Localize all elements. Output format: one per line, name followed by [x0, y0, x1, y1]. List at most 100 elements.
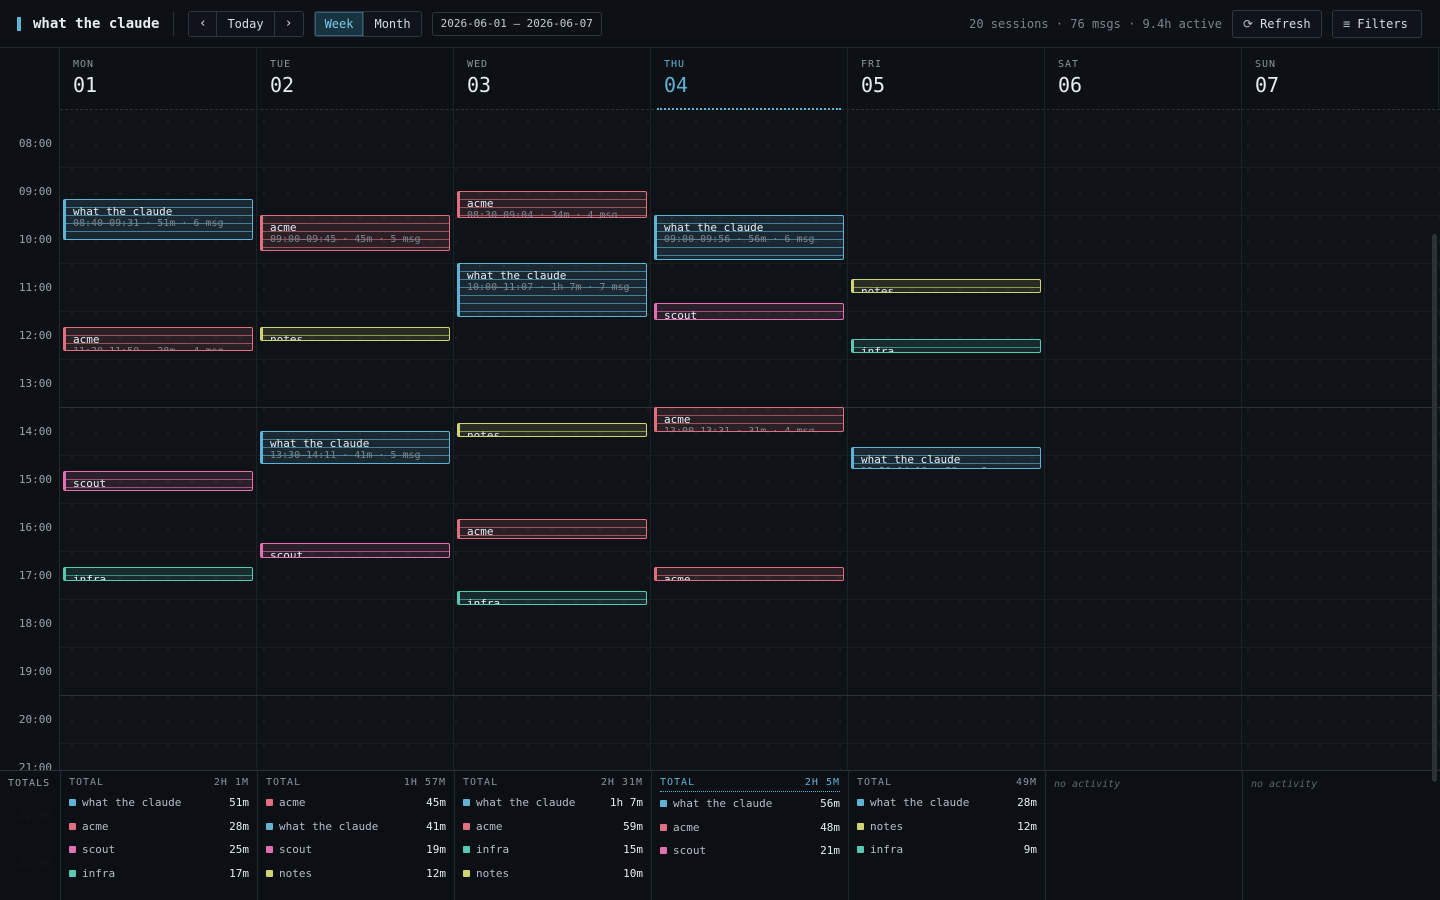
- total-label: TOTAL: [660, 777, 696, 788]
- session-event[interactable]: acme11:20–11:50 · 28m · 4 msg: [63, 327, 253, 351]
- session-event[interactable]: acme: [654, 567, 844, 581]
- total-row[interactable]: what the claude 51m: [69, 791, 249, 815]
- total-row[interactable]: notes 12m: [266, 862, 446, 886]
- project-name: acme: [266, 796, 306, 809]
- total-row[interactable]: infra 15m: [463, 838, 643, 862]
- refresh-button[interactable]: ⟳ Refresh: [1232, 10, 1322, 38]
- project-label: scout: [279, 843, 313, 857]
- project-color-swatch: [463, 869, 470, 877]
- session-event[interactable]: acme 13:00–13:31 · 31m · 4 msg: [654, 407, 844, 432]
- project-name: scout: [266, 843, 312, 856]
- project-duration: 19m: [426, 843, 446, 857]
- hour-label: 20:00: [18, 713, 52, 726]
- total-row[interactable]: infra 9m: [857, 838, 1037, 862]
- event-title: infra: [861, 345, 895, 353]
- session-event[interactable]: notes: [851, 279, 1041, 293]
- total-row[interactable]: notes 12m: [857, 815, 1037, 839]
- project-name: infra: [857, 843, 903, 856]
- total-row[interactable]: acme 28m: [69, 815, 249, 839]
- session-event[interactable]: notes: [457, 423, 647, 437]
- project-color-swatch: [463, 799, 470, 807]
- total-row[interactable]: what the claude 56m: [660, 792, 840, 816]
- date-range: 2026-06-01 – 2026-06-07: [431, 11, 602, 36]
- session-event[interactable]: scout: [654, 303, 844, 320]
- total-header: TOTAL 1H 57M: [266, 777, 446, 791]
- session-event[interactable]: scout: [260, 543, 450, 559]
- chevron-right-icon: ›: [284, 16, 293, 31]
- day-header-sun[interactable]: SUN 07: [1242, 48, 1439, 110]
- month-view-button[interactable]: Month: [364, 11, 421, 36]
- project-duration: 15m: [623, 843, 643, 857]
- day-header-fri[interactable]: FRI 05: [848, 48, 1045, 110]
- hour-line: [60, 599, 1440, 600]
- day-header-tue[interactable]: TUE 02: [257, 48, 454, 110]
- project-name: infra: [463, 843, 509, 856]
- total-row[interactable]: scout 25m: [69, 838, 249, 862]
- hour-line: [60, 647, 1440, 648]
- project-duration: 25m: [229, 843, 249, 857]
- column-divider: [650, 110, 651, 770]
- event-title: what the claude: [861, 453, 961, 466]
- hour-label: 10:00: [18, 233, 52, 246]
- session-event[interactable]: what the claude 10:00–11:07 · 1h 7m · 7 m…: [457, 263, 647, 317]
- session-event[interactable]: what the claude 13:30–14:11 · 41m · 5 msg: [260, 431, 450, 464]
- total-row[interactable]: scout 21m: [660, 839, 840, 863]
- total-row[interactable]: acme 45m: [266, 791, 446, 815]
- today-button[interactable]: Today: [217, 11, 275, 36]
- day-name: SAT: [1058, 59, 1080, 70]
- project-label: acme: [673, 820, 700, 834]
- total-value: 2H 5M: [804, 777, 840, 788]
- session-event[interactable]: acme: [457, 519, 647, 539]
- column-divider: [256, 110, 257, 770]
- total-row[interactable]: what the claude 28m: [857, 791, 1037, 815]
- day-header-sat[interactable]: SAT 06: [1045, 48, 1242, 110]
- total-label: TOTAL: [69, 777, 105, 788]
- event-title: notes: [270, 333, 304, 341]
- session-event[interactable]: what the claude 08:40–09:31 · 51m · 6 msg: [63, 199, 253, 240]
- session-event[interactable]: acme 08:30–09:04 · 34m · 4 msg: [457, 191, 647, 219]
- project-label: acme: [279, 796, 306, 810]
- total-value: 2H 1M: [213, 777, 249, 788]
- total-row[interactable]: infra 17m: [69, 862, 249, 886]
- week-view-button[interactable]: Week: [314, 11, 365, 36]
- event-title: acme: [467, 525, 494, 538]
- total-header: TOTAL 2H 5M: [660, 777, 840, 792]
- day-total-wed: TOTAL 2H 31M what the claude 1h 7m acme 59m in…: [454, 771, 651, 900]
- session-event[interactable]: infra: [457, 591, 647, 605]
- next-week-button[interactable]: ›: [274, 11, 303, 36]
- total-header: TOTAL 49M: [857, 777, 1037, 791]
- event-title: acme: [270, 221, 297, 234]
- column-divider: [1241, 110, 1242, 770]
- project-label: infra: [476, 843, 510, 857]
- event-meta: 08:30–09:04 · 34m · 4 msg: [467, 210, 618, 219]
- day-header-thu[interactable]: THU 04: [651, 48, 848, 110]
- total-row[interactable]: scout 19m: [266, 838, 446, 862]
- project-name: what the claude: [69, 796, 181, 809]
- session-event[interactable]: notes: [260, 327, 450, 341]
- event-meta: 09:00–09:45 · 45m · 5 msg: [270, 234, 421, 245]
- event-title: acme: [73, 333, 100, 346]
- prev-week-button[interactable]: ‹: [189, 11, 218, 36]
- session-event[interactable]: acme 09:00–09:45 · 45m · 5 msg: [260, 215, 450, 251]
- project-label: acme: [82, 819, 109, 833]
- scrollbar-thumb[interactable]: [1432, 234, 1437, 782]
- event-title: infra: [73, 573, 107, 581]
- session-event[interactable]: infra: [851, 339, 1041, 353]
- day-header-wed[interactable]: WED 03: [454, 48, 651, 110]
- project-duration: 28m: [1017, 796, 1037, 810]
- session-event[interactable]: scout: [63, 471, 253, 491]
- total-row[interactable]: acme 59m: [463, 815, 643, 839]
- total-row[interactable]: what the claude 1h 7m: [463, 791, 643, 815]
- total-row[interactable]: what the claude 41m: [266, 815, 446, 839]
- day-header-mon[interactable]: MON 01: [60, 48, 257, 110]
- session-event[interactable]: infra: [63, 567, 253, 581]
- filters-button[interactable]: ≡ Filters: [1332, 10, 1422, 38]
- total-value: 1H 57M: [403, 777, 446, 788]
- hour-line: [60, 503, 1440, 504]
- column-divider: [847, 110, 848, 770]
- total-row[interactable]: acme 48m: [660, 816, 840, 840]
- total-row[interactable]: notes 10m: [463, 862, 643, 886]
- column-divider: [453, 110, 454, 770]
- session-event[interactable]: what the claude 09:00–09:56 · 56m · 6 msg: [654, 215, 844, 260]
